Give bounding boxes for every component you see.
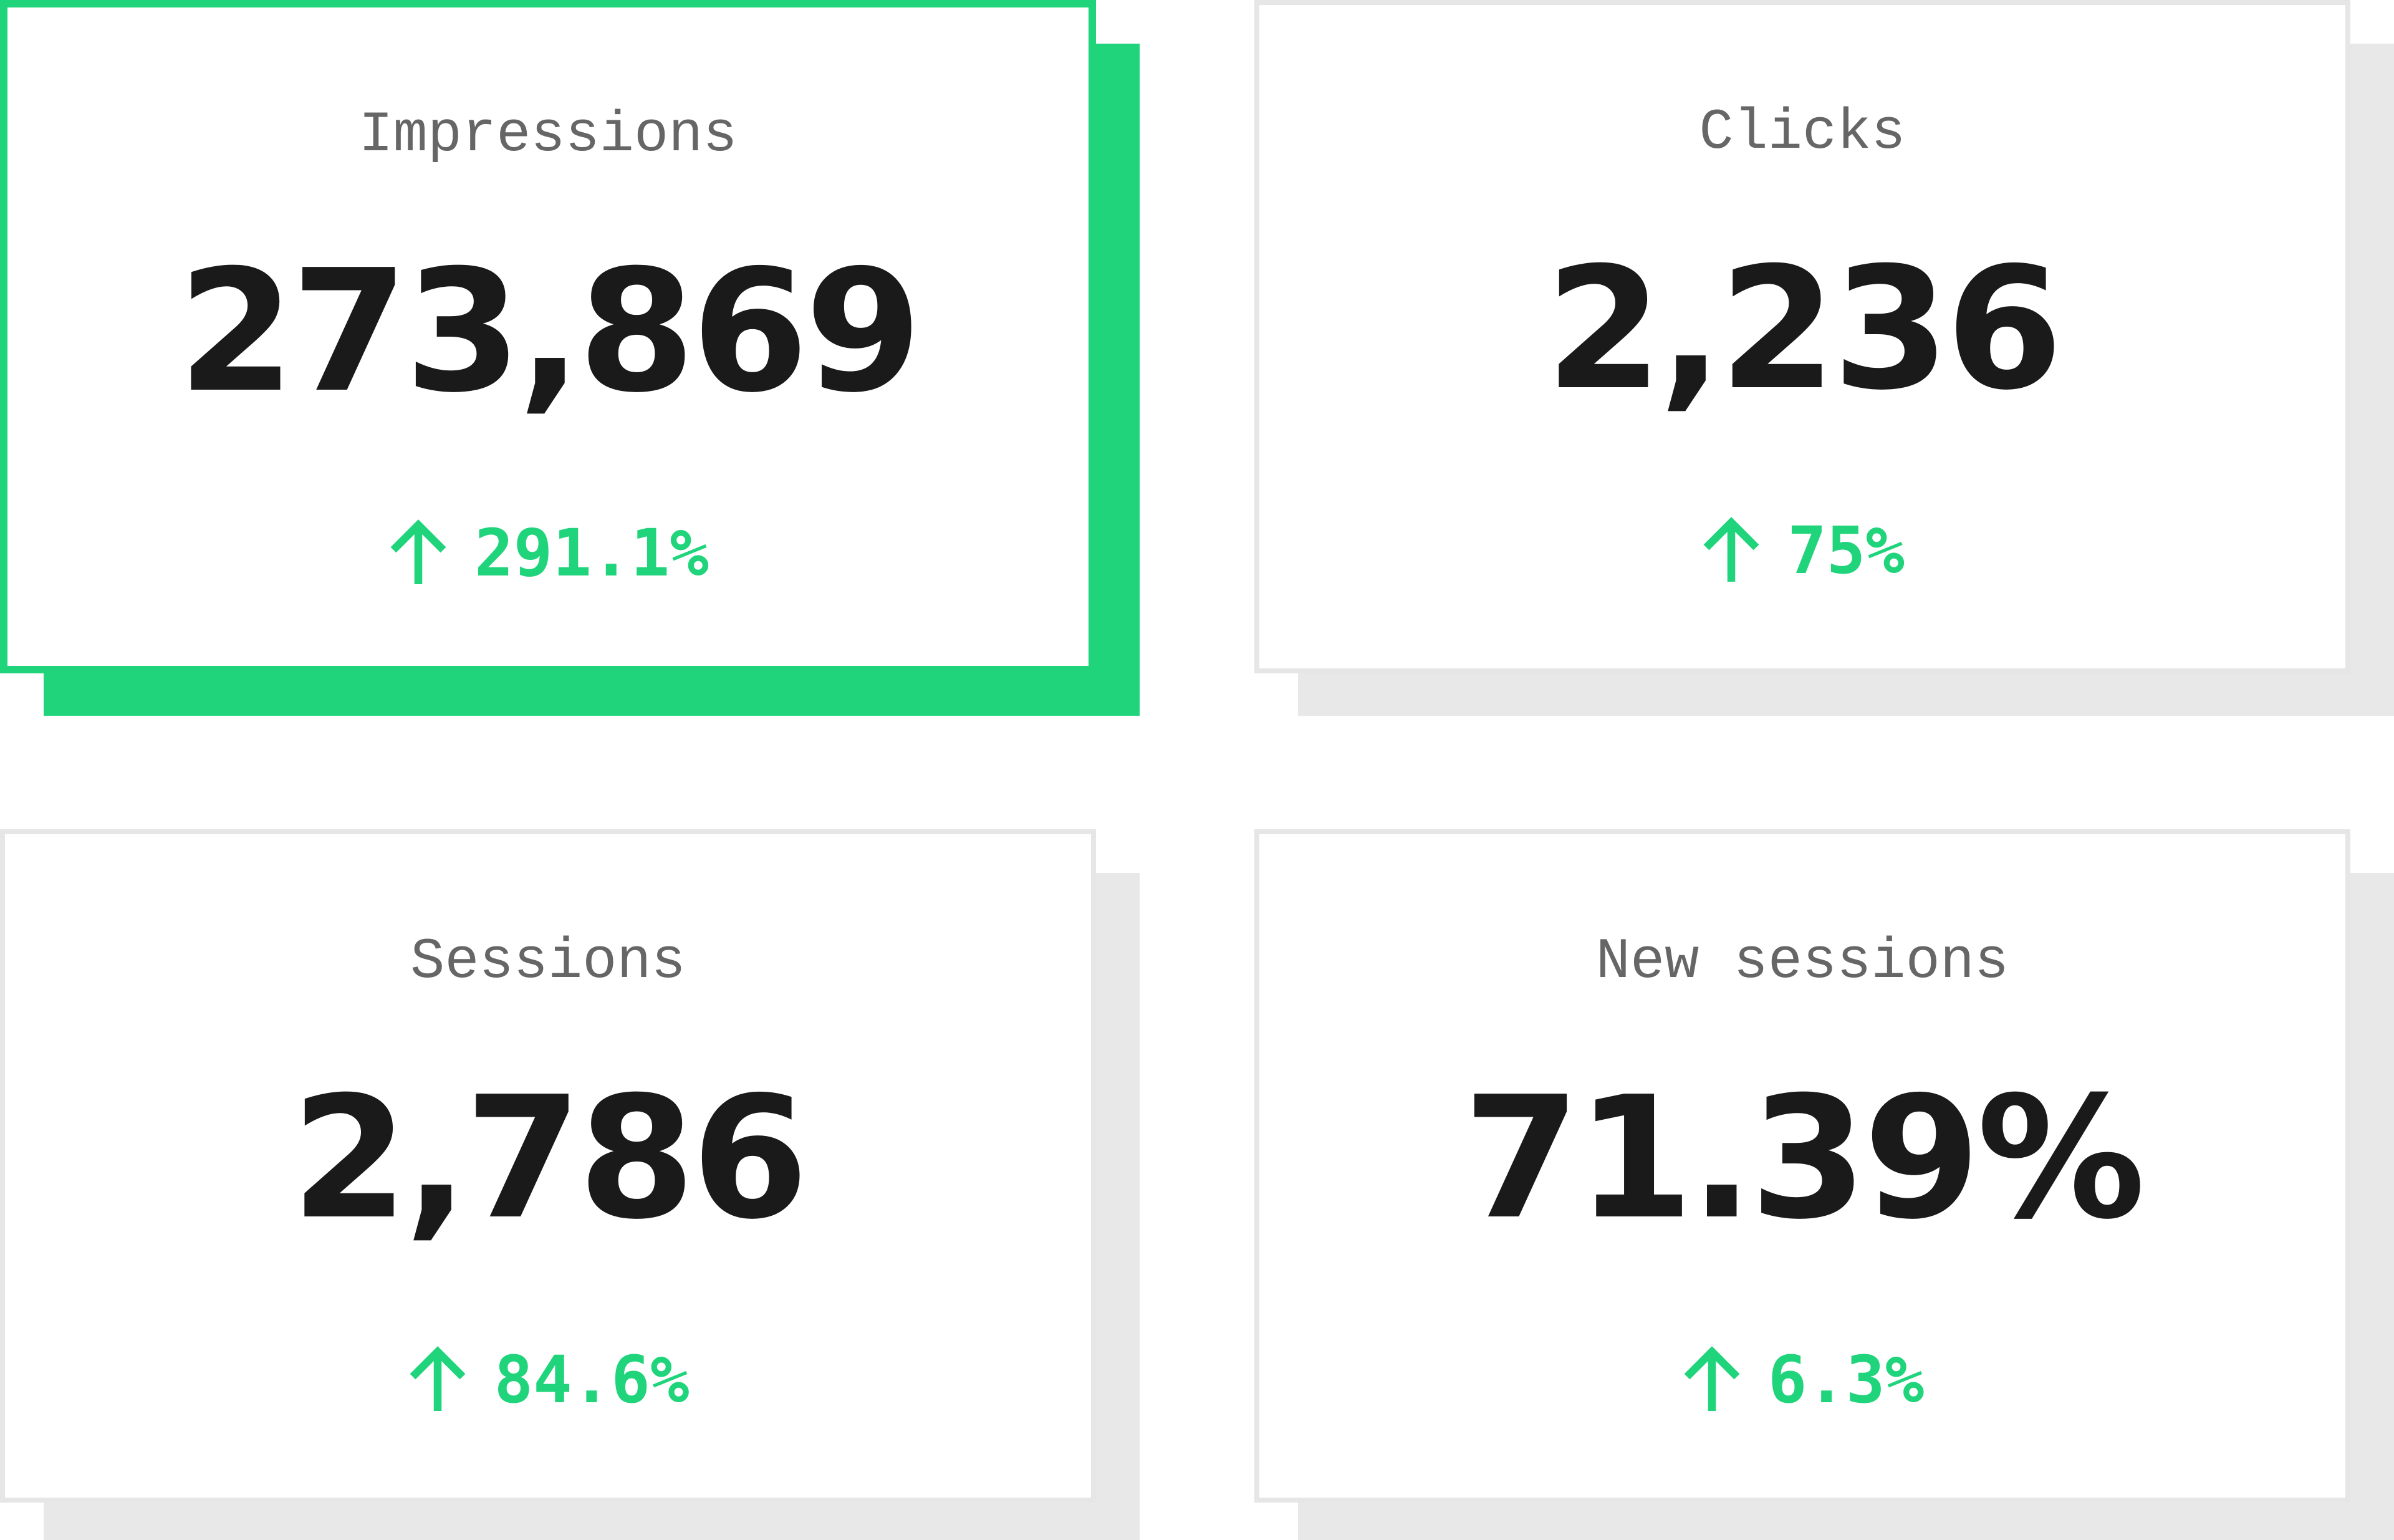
metric-value: 273,869: [178, 233, 922, 430]
metric-value: 71.39%: [1463, 1060, 2146, 1256]
metric-value: 2,236: [1545, 231, 2063, 427]
up-arrow: [390, 519, 446, 584]
change-text: 291.1%: [474, 515, 709, 591]
metric-change: 291.1%: [7, 513, 1089, 594]
metric-card[interactable]: Impressions 273,869 291.1%: [0, 0, 1096, 673]
up-arrow: [1703, 517, 1759, 582]
metric-label: Sessions: [410, 929, 686, 994]
change-text: 75%: [1787, 513, 1905, 589]
metric-card[interactable]: Sessions 2,786 84.6%: [0, 829, 1096, 1503]
change-text: 6.3%: [1767, 1342, 1925, 1418]
up-arrow: [410, 1346, 466, 1411]
metric-change: 75%: [1259, 510, 2345, 591]
metric-label: Clicks: [1699, 100, 1906, 165]
change-text: 84.6%: [494, 1342, 690, 1418]
up-arrow: [1684, 1346, 1740, 1411]
metric-label: New sessions: [1595, 929, 2009, 994]
metric-value: 2,786: [291, 1060, 809, 1256]
metric-card[interactable]: New sessions 71.39% 6.3%: [1254, 829, 2350, 1503]
metric-label: Impressions: [358, 102, 738, 168]
metric-change: 6.3%: [1259, 1339, 2345, 1420]
metric-change: 84.6%: [5, 1339, 1091, 1420]
metric-card[interactable]: Clicks 2,236 75%: [1254, 0, 2350, 673]
